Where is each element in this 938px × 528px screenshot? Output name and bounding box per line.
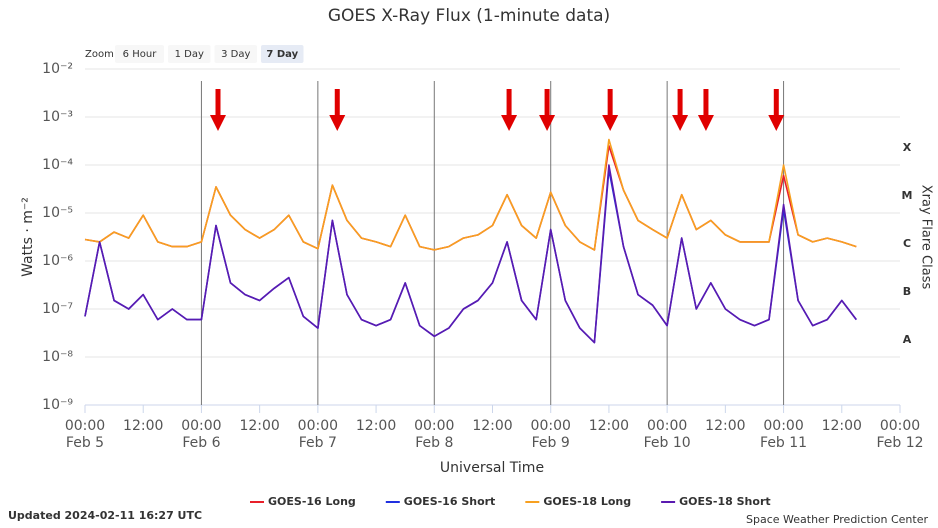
x-tick-label: Feb 11 xyxy=(760,435,807,451)
flare-class-label: M xyxy=(902,189,913,202)
x-tick-label: 00:00 xyxy=(181,418,221,434)
arrow xyxy=(210,89,227,131)
x-tick-label: Feb 5 xyxy=(66,435,104,451)
x-tick-label: 00:00 xyxy=(880,418,920,434)
arrow-head xyxy=(697,115,714,131)
arrow-head xyxy=(539,115,556,131)
arrow-shaft xyxy=(677,89,683,116)
arrow-shaft xyxy=(506,89,512,116)
legend-label: GOES-16 Short xyxy=(404,495,496,508)
arrow-shaft xyxy=(607,89,613,116)
x-tick-label: 00:00 xyxy=(647,418,687,434)
arrow-shaft xyxy=(334,89,340,116)
x-tick-label: 12:00 xyxy=(705,418,745,434)
x-tick-label: 00:00 xyxy=(298,418,338,434)
x-tick-label: Feb 6 xyxy=(182,435,220,451)
arrow-shaft xyxy=(544,89,550,116)
arrow-shaft xyxy=(703,89,709,116)
arrow-head xyxy=(210,115,227,131)
arrow xyxy=(329,89,346,131)
y-axis-label: Watts · m⁻² xyxy=(20,197,36,277)
series-line xyxy=(84,145,857,251)
zoom-button-label[interactable]: 7 Day xyxy=(266,49,298,60)
x-tick-label: 00:00 xyxy=(65,418,105,434)
zoom-button[interactable] xyxy=(261,45,304,63)
arrow xyxy=(697,89,714,131)
y-tick-label: 10⁻⁶ xyxy=(42,253,73,269)
arrow-shaft xyxy=(215,89,221,116)
x-tick-label: 12:00 xyxy=(472,418,512,434)
x-tick-label: Feb 8 xyxy=(415,435,453,451)
x-tick-label: 00:00 xyxy=(531,418,571,434)
arrow-head xyxy=(602,115,619,131)
y-tick-label: 10⁻⁵ xyxy=(42,205,73,221)
x-tick-label: Feb 10 xyxy=(644,435,691,451)
legend-label: GOES-18 Short xyxy=(679,495,771,508)
series-line xyxy=(84,164,857,344)
x-tick-label: 00:00 xyxy=(763,418,803,434)
zoom-button-label[interactable]: 3 Day xyxy=(221,49,250,60)
arrow-shaft xyxy=(773,89,779,116)
legend-label: GOES-18 Long xyxy=(543,495,631,508)
arrow-head xyxy=(768,115,785,131)
y-tick-label: 10⁻⁸ xyxy=(42,349,73,365)
chart-title: GOES X-Ray Flux (1-minute data) xyxy=(328,6,610,26)
y-tick-label: 10⁻³ xyxy=(42,109,73,125)
y-tick-label: 10⁻⁴ xyxy=(42,157,73,173)
zoom-button-label[interactable]: 6 Hour xyxy=(123,49,158,60)
zoom-button-label[interactable]: 1 Day xyxy=(175,49,204,60)
zoom-button[interactable] xyxy=(214,45,258,63)
x-tick-label: Feb 9 xyxy=(532,435,570,451)
x-tick-label: 12:00 xyxy=(589,418,629,434)
flare-class-label: B xyxy=(903,285,911,298)
flare-class-label: C xyxy=(903,237,911,250)
x-tick-label: 12:00 xyxy=(356,418,396,434)
zoom-button[interactable] xyxy=(168,45,211,63)
arrow xyxy=(672,89,689,131)
series-line xyxy=(84,168,857,344)
arrow-head xyxy=(329,115,346,131)
arrow xyxy=(602,89,619,131)
x-tick-label: Feb 12 xyxy=(876,435,923,451)
arrow-head xyxy=(501,115,518,131)
flare-class-label: X xyxy=(903,141,912,154)
x-tick-label: 12:00 xyxy=(239,418,279,434)
x-tick-label: 12:00 xyxy=(822,418,862,434)
y2-axis-label: Xray Flare Class xyxy=(919,185,934,290)
flare-class-label: A xyxy=(903,333,912,346)
y-tick-label: 10⁻² xyxy=(42,61,73,77)
updated: Updated 2024-02-11 16:27 UTC xyxy=(8,509,202,522)
arrow-head xyxy=(672,115,689,131)
x-tick-label: 12:00 xyxy=(123,418,163,434)
x-tick-label: Feb 7 xyxy=(299,435,337,451)
arrow xyxy=(501,89,518,131)
arrow xyxy=(768,89,785,131)
x-axis-label: Universal Time xyxy=(440,460,544,476)
legend-label: GOES-16 Long xyxy=(268,495,356,508)
arrow xyxy=(539,89,556,131)
zoom-button[interactable] xyxy=(115,45,164,63)
x-tick-label: 00:00 xyxy=(414,418,454,434)
credit: Space Weather Prediction Center xyxy=(746,513,928,526)
y-tick-label: 10⁻⁹ xyxy=(42,397,73,413)
series-line xyxy=(84,138,857,251)
zoom-label: Zoom xyxy=(85,49,114,60)
y-tick-label: 10⁻⁷ xyxy=(42,301,73,317)
